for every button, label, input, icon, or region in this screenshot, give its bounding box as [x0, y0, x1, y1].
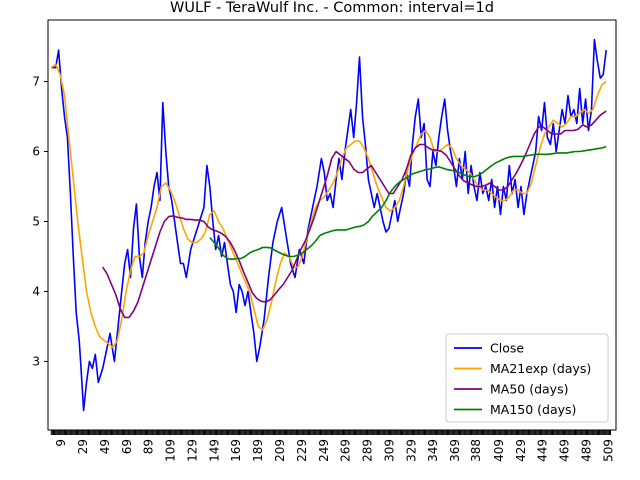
- x-tick-label: 449: [536, 439, 550, 462]
- series-line-ma50: [102, 110, 607, 319]
- chart-title: WULF - TeraWulf Inc. - Common: interval=…: [170, 0, 494, 16]
- x-tick-label: 429: [514, 439, 528, 462]
- x-tick-label: 388: [469, 439, 483, 462]
- axes-frame: [47, 19, 617, 431]
- x-tick-label: 329: [404, 439, 418, 462]
- x-tick-label: 9: [54, 439, 68, 447]
- y-tick-label: 6: [32, 145, 40, 159]
- x-tick-label: 169: [229, 439, 243, 462]
- x-tick-label: 69: [120, 439, 134, 454]
- series-line-ma21exp: [50, 63, 607, 349]
- x-tick-label: 249: [317, 439, 331, 462]
- x-tick-label: 309: [382, 439, 396, 462]
- x-tick-label: 349: [426, 439, 440, 462]
- x-tick-label: 229: [295, 439, 309, 462]
- x-tick-label: 149: [207, 439, 221, 462]
- plot-area: 9 29 49 69 89 109 129 149 169 189 209 229 249 269 289 3…: [32, 38, 615, 462]
- y-tick-label: 7: [32, 75, 40, 89]
- legend-box: [445, 333, 609, 423]
- x-tick-label: 509: [601, 439, 615, 462]
- x-tick-label: 469: [558, 439, 572, 462]
- x-tick-label: 409: [492, 439, 506, 462]
- x-tick-label: 269: [339, 439, 353, 462]
- x-tick-label: 29: [76, 439, 90, 454]
- y-tick-label: 4: [32, 284, 40, 298]
- y-tick-label: 3: [32, 354, 40, 368]
- legend: Close MA21exp (days) MA50 (days) MA150 (day…: [445, 333, 609, 423]
- x-tick-label: 89: [142, 439, 156, 454]
- y-tick-label: 5: [32, 215, 40, 229]
- x-tick-label: 369: [448, 439, 462, 462]
- series-line-ma150: [209, 145, 607, 261]
- legend-entry: Close: [490, 341, 524, 356]
- x-tick-label: 109: [164, 439, 178, 462]
- legend-entry: MA150 (days): [490, 402, 576, 417]
- x-tick-label: 49: [98, 439, 112, 454]
- x-tick-label: 189: [251, 439, 265, 462]
- legend-entry: MA21exp (days): [490, 361, 591, 376]
- x-tick-label: 289: [361, 439, 375, 462]
- x-tick-label: 129: [185, 439, 199, 462]
- x-tick-label: 209: [273, 439, 287, 462]
- x-tick-label: 489: [579, 439, 593, 462]
- legend-entry: MA50 (days): [490, 382, 568, 397]
